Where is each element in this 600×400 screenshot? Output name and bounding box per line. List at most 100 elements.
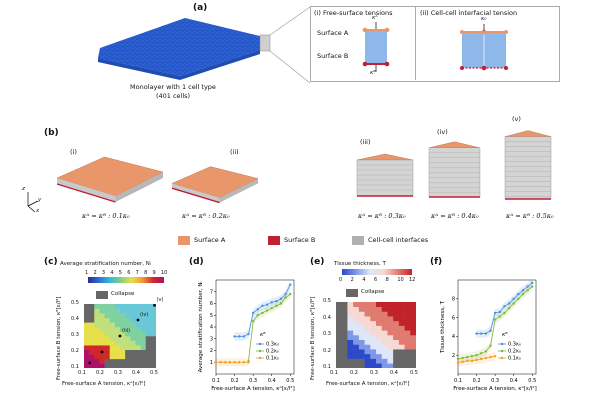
c-heat-cell xyxy=(120,331,126,337)
e-heat-cell xyxy=(404,306,411,312)
data-point xyxy=(503,305,506,308)
c-heat-cell xyxy=(150,308,156,314)
e-heat-cell xyxy=(347,353,354,359)
c-heat-cell xyxy=(99,308,105,314)
e-heat-cell xyxy=(336,325,343,331)
e-heat-cell xyxy=(358,306,365,312)
heat-xtick: 0.5 xyxy=(410,370,418,376)
c-heat-cell xyxy=(84,345,90,351)
e-heat-cell xyxy=(404,353,411,359)
legend-swatch-surface-b xyxy=(268,236,280,245)
tile-equation-4: κᴬ = κᴮ : 0.4κ₀ xyxy=(431,212,479,220)
e-heat-cell xyxy=(404,311,411,317)
panel-label-c: (c) xyxy=(44,257,58,267)
e-heat-cell xyxy=(364,306,371,312)
data-point xyxy=(498,315,501,318)
data-point xyxy=(493,354,497,358)
data-point xyxy=(284,292,287,296)
e-heat-cell xyxy=(387,363,394,368)
e-heat-cell xyxy=(370,363,377,368)
data-point xyxy=(466,355,469,359)
c-heat-cell xyxy=(125,313,131,319)
data-point xyxy=(521,289,525,292)
panel-label-e: (e) xyxy=(310,257,325,267)
data-point xyxy=(480,357,483,361)
legend-marker xyxy=(500,342,504,346)
e-cbar-tick: 10 xyxy=(397,277,404,283)
data-point xyxy=(484,332,488,335)
y-axis-label: Average stratification number, Nₗ xyxy=(198,282,204,373)
c-heat-cell xyxy=(94,363,100,368)
legend-label-surface-a: Surface A xyxy=(194,236,226,244)
data-point xyxy=(224,361,227,364)
c-cbar-tick: 7 xyxy=(135,270,139,276)
data-point xyxy=(233,361,236,364)
c-marker-dot xyxy=(136,318,140,322)
data-point xyxy=(531,285,534,288)
interfaces-side xyxy=(504,136,552,200)
c-heat-cell xyxy=(109,326,116,332)
data-point xyxy=(480,352,483,355)
e-heat-cell xyxy=(353,349,360,355)
c-heat-cell xyxy=(89,336,95,341)
e-heat-cell xyxy=(336,349,343,355)
e-heat-cell xyxy=(387,335,394,341)
data-point xyxy=(247,361,250,364)
legend-label-surface-b: Surface B xyxy=(284,236,316,244)
y-tick-label: 4 xyxy=(210,325,213,331)
legend-label-interfaces: Cell-cell interfaces xyxy=(368,236,429,244)
e-heat-cell xyxy=(393,339,400,345)
e-heat-cell xyxy=(376,306,383,312)
data-point xyxy=(214,361,218,364)
e-heat-cell xyxy=(347,349,354,355)
legend-marker xyxy=(258,342,262,346)
e-heat-cell xyxy=(393,349,400,355)
c-heat-cell xyxy=(150,331,156,337)
free-surface-diagram xyxy=(362,22,390,72)
data-point xyxy=(507,302,511,305)
c-heat-cell xyxy=(114,322,121,328)
c-heat-cell xyxy=(135,326,141,332)
x-axis-label: Free-surface A tension, κᴬ[ε/l²] xyxy=(211,385,294,392)
c-heat-cell xyxy=(104,313,111,319)
legend-swatch-surface-a xyxy=(178,236,190,245)
c-heat-cell xyxy=(89,331,95,337)
c-heat-cell xyxy=(130,308,136,314)
e-heat-cell xyxy=(364,311,371,317)
axis-z-label: z xyxy=(22,186,25,192)
e-heat-cell xyxy=(381,344,388,350)
inset-ii-title: (ii) Cell-cell interfacial tension xyxy=(420,9,518,17)
e-heat-cell xyxy=(376,320,383,326)
c-heat-cell xyxy=(150,354,156,360)
e-heat-cell xyxy=(341,339,348,345)
legend-marker xyxy=(500,349,504,353)
c-heat-cell xyxy=(135,313,141,319)
e-heat-cell xyxy=(393,302,400,308)
heat-xtick: 0.4 xyxy=(390,370,398,376)
e-heat-cell xyxy=(410,316,416,322)
tile-label-3: (iii) xyxy=(360,138,371,146)
y-tick-label: 3 xyxy=(210,336,213,342)
c-heat-cell xyxy=(140,340,147,346)
data-point xyxy=(456,357,460,361)
y-tick-label: 2 xyxy=(452,353,455,359)
c-heat-cell xyxy=(130,326,136,332)
e-heat-cell xyxy=(398,363,405,368)
e-heat-cell xyxy=(353,325,360,331)
e-heat-cell xyxy=(341,311,348,317)
e-heat-cell xyxy=(353,330,360,336)
c-heat-cell xyxy=(94,354,100,360)
e-heat-cell xyxy=(364,335,371,341)
c-heat-cell xyxy=(99,331,105,337)
e-heat-cell xyxy=(370,349,377,355)
e-heat-cell xyxy=(353,358,360,364)
e-heat-cell xyxy=(404,316,411,322)
c-heat-cell xyxy=(84,304,90,309)
e-heat-cell xyxy=(347,363,354,368)
data-point xyxy=(261,311,264,315)
e-heat-cell xyxy=(353,311,360,317)
c-heat-cell xyxy=(120,354,126,360)
c-heat-cell xyxy=(104,326,111,332)
plot-frame xyxy=(457,279,537,375)
